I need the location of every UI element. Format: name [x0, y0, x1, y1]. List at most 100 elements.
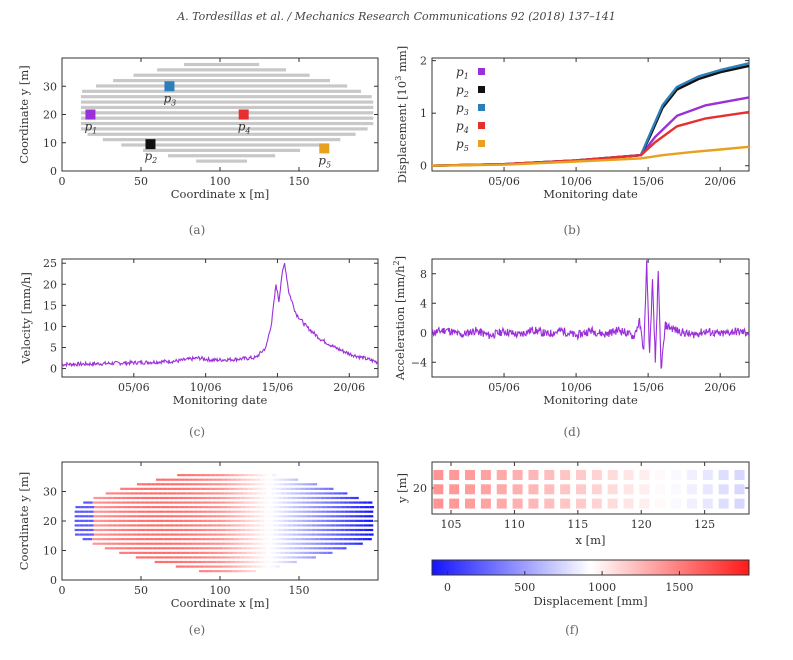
- heatmap-cell: [320, 542, 325, 545]
- heatmap-cell: [306, 556, 312, 559]
- heatmap-cell: [310, 538, 315, 541]
- heatmap-cell: [174, 519, 179, 522]
- heatmap-cell: [168, 538, 173, 541]
- y-axis-label: Coordinate y [m]: [17, 472, 31, 571]
- heatmap-cell: [245, 496, 250, 500]
- heatmap-cell: [203, 483, 209, 486]
- heatmap-cell: [216, 515, 222, 518]
- heatmap-cell: [249, 496, 255, 500]
- heatmap-cell: [169, 515, 175, 518]
- heatmap-cell: [155, 483, 161, 486]
- grid-row: [168, 154, 276, 158]
- heatmap-cell: [240, 533, 246, 536]
- heatmap-cell: [93, 524, 99, 527]
- x-tick-label: 100: [210, 175, 231, 188]
- heatmap-cell: [311, 510, 317, 513]
- heatmap-cell: [297, 524, 303, 527]
- heatmap-cell: [176, 551, 181, 554]
- heatmap-cell: [359, 524, 364, 527]
- heatmap-cell: [702, 470, 713, 480]
- heatmap-cell: [278, 510, 284, 513]
- heatmap-cell: [319, 538, 325, 541]
- heatmap-cell: [187, 560, 193, 564]
- heatmap-cell: [154, 560, 160, 564]
- heatmap-cell: [207, 496, 212, 500]
- heatmap-cell: [301, 556, 307, 559]
- heatmap-cell: [259, 524, 265, 527]
- heatmap-cell: [292, 528, 298, 532]
- colorbar: [431, 559, 750, 576]
- heatmap-cell: [291, 542, 297, 545]
- heatmap-cell: [263, 542, 269, 545]
- colorbar-tick-label: 1500: [665, 581, 693, 594]
- heatmap-cell: [311, 524, 317, 527]
- heatmap-cell: [160, 506, 166, 509]
- heatmap-cell: [255, 506, 261, 509]
- heatmap-cell: [363, 515, 369, 518]
- heatmap-cell: [354, 528, 360, 532]
- heatmap-cell: [265, 547, 271, 550]
- heatmap-cell: [235, 510, 241, 513]
- heatmap-cell: [263, 496, 269, 500]
- heatmap-cell: [623, 484, 634, 495]
- heatmap-cell: [336, 506, 341, 509]
- heatmap-cell: [159, 515, 165, 518]
- heatmap-cell: [235, 528, 241, 532]
- heatmap-cell: [266, 551, 271, 554]
- heatmap-cell: [316, 528, 322, 532]
- heatmap-cell: [220, 538, 225, 541]
- heatmap-cell: [164, 519, 170, 522]
- y-tick-label: 20: [43, 515, 57, 528]
- heatmap-cell: [177, 538, 183, 541]
- series-p4: [431, 110, 750, 167]
- heatmap-cell: [218, 547, 224, 550]
- heatmap-cell: [337, 547, 342, 550]
- heatmap-cell: [186, 474, 192, 477]
- heatmap-cell: [160, 478, 166, 481]
- heatmap-cell: [178, 519, 184, 522]
- heatmap-cell: [358, 501, 363, 504]
- heatmap-cell: [88, 524, 94, 527]
- heatmap-cell: [335, 496, 340, 500]
- heatmap-cell: [103, 506, 109, 509]
- heatmap-cell: [307, 506, 313, 509]
- y-tick-label: −4: [411, 356, 427, 369]
- x-tick-label: 15/06: [632, 175, 664, 188]
- heatmap-cell: [305, 542, 311, 545]
- heatmap-cell: [335, 519, 341, 522]
- heatmap-cell: [268, 515, 274, 518]
- heatmap-cell: [219, 487, 225, 490]
- heatmap-cell: [267, 538, 273, 541]
- heatmap-cell: [87, 501, 93, 504]
- heatmap-cell: [98, 515, 104, 518]
- heatmap-cell: [225, 542, 231, 545]
- heatmap-cell: [122, 524, 127, 527]
- heatmap-cell: [335, 510, 341, 513]
- heatmap-cell: [199, 565, 205, 568]
- heatmap-cell: [191, 487, 197, 490]
- heatmap-cell: [170, 483, 175, 486]
- heatmap-cell: [290, 492, 296, 495]
- marker-p1: [85, 109, 96, 120]
- heatmap-cell: [342, 492, 348, 495]
- heatmap-cell: [177, 542, 183, 545]
- heatmap-cell: [253, 474, 258, 477]
- heatmap-cell: [107, 496, 113, 500]
- heatmap-cell: [433, 470, 444, 480]
- heatmap-cell: [293, 478, 299, 481]
- heatmap-cell: [214, 492, 220, 495]
- grid-row: [80, 127, 368, 131]
- page-header: A. Tordesillas et al. / Mechanics Resear…: [177, 10, 616, 23]
- x-tick-label: 150: [289, 175, 310, 188]
- heatmap-cell: [326, 506, 332, 509]
- heatmap-cell: [173, 501, 179, 504]
- heatmap-cell: [188, 524, 194, 527]
- heatmap-cell: [220, 501, 226, 504]
- heatmap-cell: [131, 496, 137, 500]
- series-acceleration: [431, 260, 750, 369]
- heatmap-cell: [93, 496, 99, 500]
- heatmap-cell: [79, 528, 85, 532]
- heatmap-cell: [141, 483, 147, 486]
- heatmap-cell: [241, 506, 247, 509]
- heatmap-cell: [207, 519, 213, 522]
